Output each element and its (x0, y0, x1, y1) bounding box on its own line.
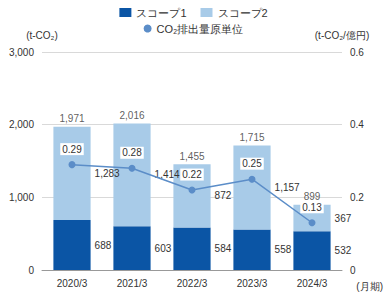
svg-text:(t-CO₂): (t-CO₂) (26, 30, 58, 41)
svg-text:1,283: 1,283 (95, 168, 120, 179)
svg-text:1,971: 1,971 (59, 113, 84, 124)
svg-text:2020/3: 2020/3 (57, 278, 88, 289)
svg-text:3,000: 3,000 (9, 47, 34, 58)
svg-text:367: 367 (335, 213, 352, 224)
svg-text:0.25: 0.25 (242, 158, 262, 169)
svg-text:688: 688 (95, 240, 112, 251)
svg-text:2,016: 2,016 (119, 110, 144, 121)
svg-text:1,414: 1,414 (154, 169, 180, 181)
svg-text:0.13: 0.13 (302, 202, 322, 213)
svg-text:2023/3: 2023/3 (237, 278, 268, 289)
svg-text:872: 872 (215, 190, 232, 201)
svg-text:2021/3: 2021/3 (117, 278, 148, 289)
svg-text:532: 532 (335, 245, 352, 256)
svg-text:0.6: 0.6 (350, 47, 364, 58)
svg-text:スコープ1: スコープ1 (136, 7, 186, 19)
svg-text:1,455: 1,455 (179, 151, 204, 162)
svg-text:558: 558 (275, 244, 292, 255)
svg-text:0.28: 0.28 (122, 147, 142, 158)
svg-text:0: 0 (350, 265, 356, 276)
svg-text:(月期): (月期) (356, 281, 383, 292)
svg-text:2024/3: 2024/3 (297, 278, 328, 289)
svg-text:(t-CO₂/億円): (t-CO₂/億円) (315, 30, 369, 41)
svg-text:1,157: 1,157 (275, 182, 300, 193)
svg-text:1,715: 1,715 (239, 132, 264, 143)
svg-text:0.4: 0.4 (350, 119, 364, 130)
svg-text:603: 603 (155, 243, 172, 254)
svg-text:2022/3: 2022/3 (177, 278, 208, 289)
svg-text:584: 584 (215, 243, 232, 254)
svg-text:2,000: 2,000 (9, 119, 34, 130)
svg-text:1,000: 1,000 (9, 192, 34, 203)
svg-text:0.22: 0.22 (182, 169, 202, 180)
svg-text:0.2: 0.2 (350, 192, 364, 203)
svg-text:0: 0 (28, 265, 34, 276)
svg-text:0.29: 0.29 (62, 144, 82, 155)
svg-text:スコープ2: スコープ2 (218, 7, 268, 19)
svg-text:899: 899 (304, 191, 321, 202)
svg-text:CO₂排出量原単位: CO₂排出量原単位 (157, 23, 244, 35)
